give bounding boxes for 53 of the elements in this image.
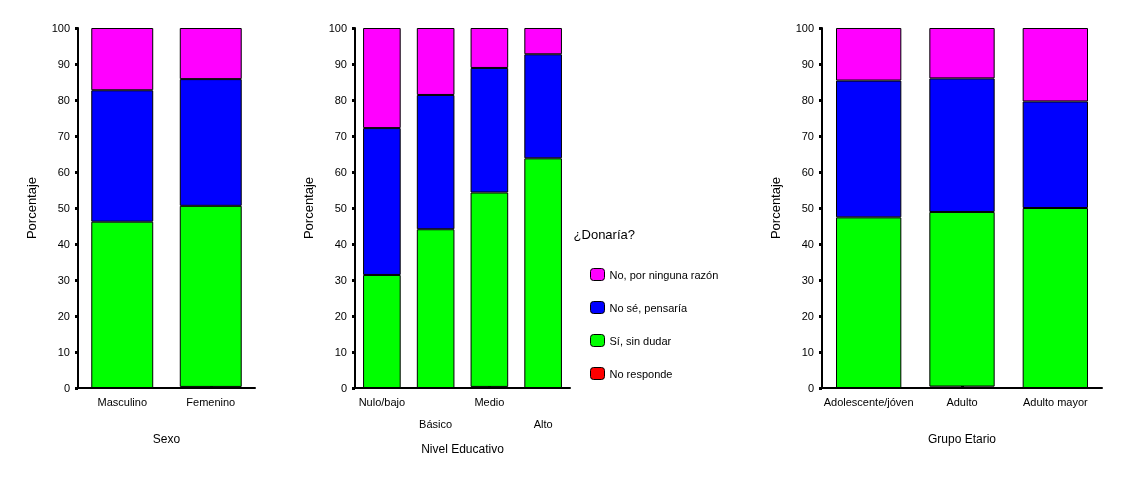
y-tick-label: 50: [801, 202, 814, 214]
y-tick-label: 10: [57, 346, 70, 358]
x-tick-label: Medio: [474, 395, 505, 408]
y-tick-label: 100: [328, 22, 348, 34]
y-axis-title: Porcentaje: [301, 176, 317, 240]
x-axis-title: Nivel Educativo: [421, 442, 505, 456]
y-tick-label: 80: [57, 94, 70, 106]
x-tick-label: Nulo/bajo: [358, 395, 406, 408]
y-axis-title: Porcentaje: [767, 176, 783, 240]
x-axis-title: Sexo: [152, 432, 181, 446]
y-tick-label: 40: [335, 238, 348, 250]
y-tick-label: 0: [63, 382, 70, 394]
y-tick-label: 60: [801, 166, 814, 178]
y-tick-label: 70: [335, 130, 348, 142]
y-tick-label: 50: [335, 202, 348, 214]
legend-title: ¿Donaría?: [573, 227, 636, 242]
legend-label: No, por ninguna razón: [609, 268, 719, 281]
y-tick-label: 20: [57, 310, 70, 322]
y-tick-label: 60: [335, 166, 348, 178]
y-axis-title: Porcentaje: [24, 176, 39, 240]
x-tick-label: Adulto: [945, 395, 978, 408]
y-tick-label: 90: [801, 58, 814, 70]
y-tick-label: 30: [57, 274, 70, 286]
y-tick-label: 20: [801, 310, 814, 322]
x-axis-title: Grupo Etario: [927, 432, 996, 446]
y-tick-label: 80: [335, 94, 348, 106]
legend-label: No sé, pensaría: [609, 301, 689, 314]
x-tick-label: Femenino: [186, 395, 236, 408]
x-tick-label: Masculino: [97, 395, 148, 408]
y-tick-label: 60: [57, 166, 70, 178]
y-tick-label: 70: [801, 130, 814, 142]
legend-label: Sí, sin dudar: [609, 334, 672, 347]
y-tick-label: 70: [57, 130, 70, 142]
y-tick-label: 0: [341, 382, 348, 394]
x-tick-label: Alto: [533, 417, 553, 430]
x-tick-label: Básico: [419, 417, 453, 430]
y-tick-label: 40: [57, 238, 70, 250]
y-tick-label: 50: [57, 202, 70, 214]
x-tick-label: Adolescente/jóven: [823, 395, 914, 408]
y-tick-label: 30: [335, 274, 348, 286]
y-tick-label: 90: [335, 58, 348, 70]
x-tick-label: Adulto mayor: [1022, 395, 1088, 408]
y-tick-label: 10: [801, 346, 814, 358]
y-tick-label: 10: [335, 346, 348, 358]
legend-label: No responde: [609, 367, 673, 380]
y-tick-label: 20: [335, 310, 348, 322]
y-tick-label: 40: [801, 238, 814, 250]
y-tick-label: 90: [57, 58, 70, 70]
y-tick-label: 100: [51, 22, 70, 34]
y-tick-label: 100: [795, 22, 814, 34]
y-tick-label: 0: [807, 382, 814, 394]
y-tick-label: 30: [801, 274, 814, 286]
y-tick-label: 80: [801, 94, 814, 106]
